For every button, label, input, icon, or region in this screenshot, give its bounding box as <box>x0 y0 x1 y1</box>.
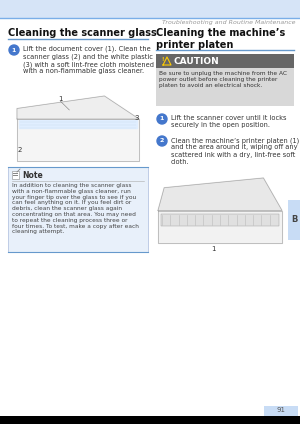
Text: Note: Note <box>22 171 43 180</box>
Text: Troubleshooting and Routine Maintenance: Troubleshooting and Routine Maintenance <box>163 20 296 25</box>
Text: CAUTION: CAUTION <box>174 57 220 66</box>
Text: B: B <box>291 215 297 224</box>
Bar <box>156 68 294 106</box>
Text: 3: 3 <box>134 115 139 122</box>
Circle shape <box>157 136 167 146</box>
Polygon shape <box>19 120 137 128</box>
Circle shape <box>9 45 19 55</box>
Text: !: ! <box>162 57 164 62</box>
Text: Be sure to unplug the machine from the AC
power outlet before cleaning the print: Be sure to unplug the machine from the A… <box>159 71 287 88</box>
Bar <box>161 214 279 226</box>
Bar <box>8 167 148 252</box>
Bar <box>264 406 298 416</box>
Bar <box>0 416 300 424</box>
Bar <box>13 175 18 176</box>
Text: 2: 2 <box>18 147 22 153</box>
Bar <box>156 54 294 68</box>
Polygon shape <box>158 178 282 210</box>
Polygon shape <box>17 119 139 161</box>
Text: 1: 1 <box>12 47 16 53</box>
Polygon shape <box>158 210 282 243</box>
Bar <box>288 200 300 240</box>
Text: Lift the scanner cover until it locks
securely in the open position.: Lift the scanner cover until it locks se… <box>171 115 286 128</box>
Text: 1: 1 <box>160 117 164 122</box>
Text: 91: 91 <box>277 407 286 413</box>
Polygon shape <box>17 96 139 119</box>
Text: 1: 1 <box>58 96 63 102</box>
Bar <box>0 0 300 18</box>
Text: In addition to cleaning the scanner glass
with a non-flammable glass cleaner, ru: In addition to cleaning the scanner glas… <box>12 183 139 234</box>
Circle shape <box>157 114 167 124</box>
Text: 2: 2 <box>160 139 164 143</box>
Text: Cleaning the machine’s
printer platen: Cleaning the machine’s printer platen <box>156 28 285 50</box>
Text: 1: 1 <box>212 246 216 252</box>
Text: Lift the document cover (1). Clean the
scanner glass (2) and the white plastic
(: Lift the document cover (1). Clean the s… <box>23 46 154 75</box>
Bar <box>12 171 19 179</box>
Text: Cleaning the scanner glass: Cleaning the scanner glass <box>8 28 157 38</box>
Text: Clean the machine’s printer platen (1)
and the area around it, wiping off any
sc: Clean the machine’s printer platen (1) a… <box>171 137 299 165</box>
Bar <box>13 173 18 174</box>
